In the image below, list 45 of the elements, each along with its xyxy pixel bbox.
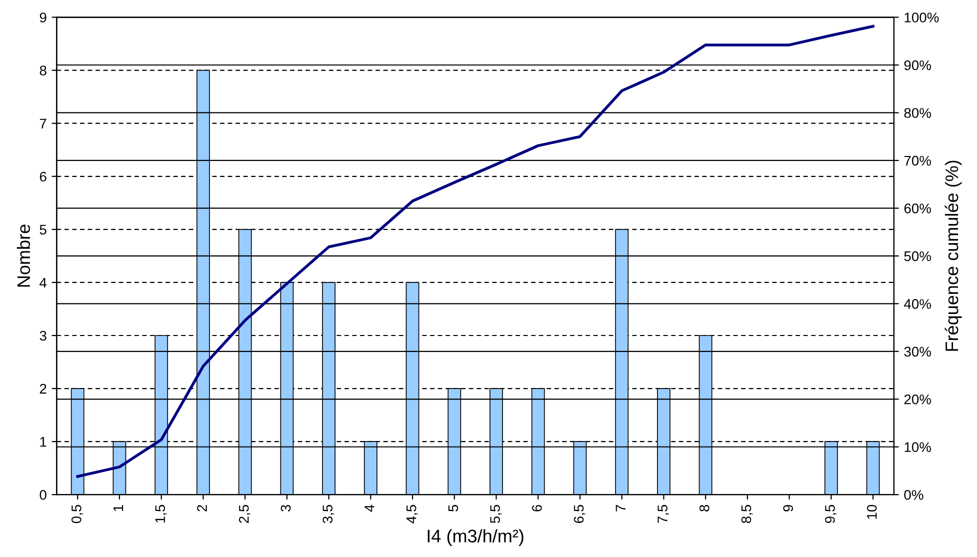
x-tick-label: 5 <box>448 504 458 512</box>
y2-tick-label: 100% <box>904 12 939 22</box>
y2-tick-label: 10% <box>904 442 931 452</box>
y2-tick-label: 20% <box>904 394 931 404</box>
y-tick-label: 4 <box>40 278 47 288</box>
y2-tick-label: 50% <box>904 251 931 262</box>
x-tick-label: 7,5 <box>658 504 670 523</box>
y2-tick-label: 90% <box>904 60 931 70</box>
x-tick-label: 7 <box>616 505 626 512</box>
x-tick-label: 8 <box>699 504 710 512</box>
y-tick-label: 0 <box>40 490 46 500</box>
x-tick-label: 6 <box>532 504 542 512</box>
x-tick-label: 4,5 <box>406 504 418 524</box>
x-tick-label: 5,5 <box>490 504 502 524</box>
y2-axis-title: Fréquence cumulée (%) <box>944 160 962 351</box>
x-tick-label: 4 <box>364 504 374 512</box>
y2-tick-label: 30% <box>904 346 931 357</box>
y-tick-label: 1 <box>40 437 46 447</box>
x-tick-label: 1,5 <box>155 504 167 523</box>
x-tick-label: 8,5 <box>741 504 753 524</box>
x-tick-label: 2,5 <box>238 504 250 523</box>
x-tick-label: 0,5 <box>71 504 83 524</box>
x-tick-label: 2 <box>197 505 207 512</box>
y-tick-label: 7 <box>40 118 46 128</box>
y-axis-title: Nombre <box>16 224 30 287</box>
y-tick-label: 8 <box>40 66 46 76</box>
y-tick-label: 3 <box>40 330 46 341</box>
y2-tick-label: 80% <box>904 108 931 118</box>
y2-tick-label: 40% <box>904 299 931 309</box>
x-axis-title: I4 (m3/h/m²) <box>428 529 524 546</box>
x-tick-label: 6,5 <box>574 504 586 523</box>
y-tick-label: 9 <box>40 12 46 22</box>
x-tick-label: 9,5 <box>825 504 837 523</box>
y-tick-label: 5 <box>40 224 46 235</box>
x-tick-label: 3 <box>280 504 291 512</box>
x-tick-label: 10 <box>866 504 877 519</box>
x-tick-label: 1 <box>114 505 124 512</box>
x-tick-label: 3,5 <box>322 504 334 524</box>
y2-tick-label: 60% <box>904 204 931 214</box>
line-series <box>76 24 874 478</box>
y2-tick-label: 0% <box>904 490 924 500</box>
y-tick-label: 6 <box>40 172 46 182</box>
x-tick-label: 9 <box>783 504 794 512</box>
y-tick-label: 2 <box>40 384 46 394</box>
y2-tick-label: 70% <box>904 156 931 166</box>
